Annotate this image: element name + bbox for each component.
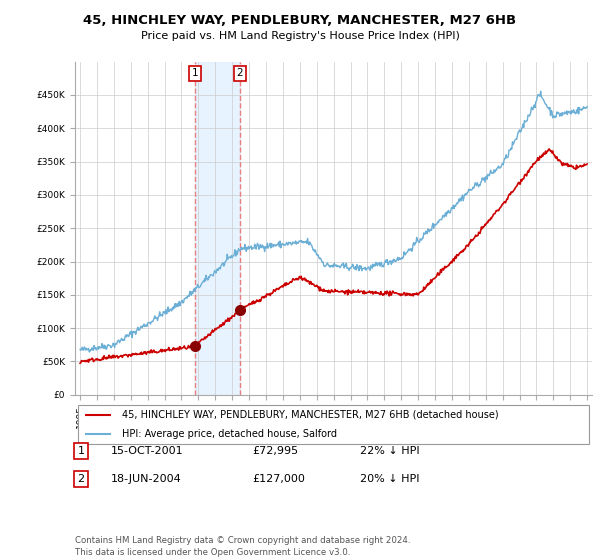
- Text: £127,000: £127,000: [252, 474, 305, 484]
- Text: 20% ↓ HPI: 20% ↓ HPI: [360, 474, 419, 484]
- Text: 22% ↓ HPI: 22% ↓ HPI: [360, 446, 419, 456]
- Text: Price paid vs. HM Land Registry's House Price Index (HPI): Price paid vs. HM Land Registry's House …: [140, 31, 460, 41]
- Text: HPI: Average price, detached house, Salford: HPI: Average price, detached house, Salf…: [122, 430, 337, 439]
- Text: 2: 2: [236, 68, 243, 78]
- Text: 1: 1: [77, 446, 85, 456]
- FancyBboxPatch shape: [77, 405, 589, 444]
- Text: 15-OCT-2001: 15-OCT-2001: [111, 446, 184, 456]
- Text: £72,995: £72,995: [252, 446, 298, 456]
- Text: 45, HINCHLEY WAY, PENDLEBURY, MANCHESTER, M27 6HB (detached house): 45, HINCHLEY WAY, PENDLEBURY, MANCHESTER…: [122, 410, 498, 420]
- Bar: [195, 62, 240, 395]
- Text: 18-JUN-2004: 18-JUN-2004: [111, 474, 182, 484]
- Text: 45, HINCHLEY WAY, PENDLEBURY, MANCHESTER, M27 6HB: 45, HINCHLEY WAY, PENDLEBURY, MANCHESTER…: [83, 14, 517, 27]
- Text: 1: 1: [191, 68, 198, 78]
- Text: Contains HM Land Registry data © Crown copyright and database right 2024.
This d: Contains HM Land Registry data © Crown c…: [75, 536, 410, 557]
- Text: 2: 2: [77, 474, 85, 484]
